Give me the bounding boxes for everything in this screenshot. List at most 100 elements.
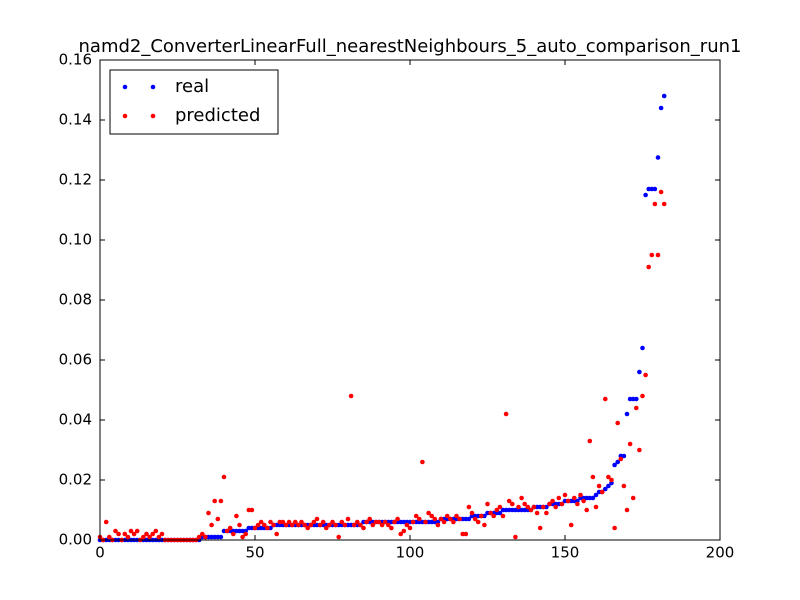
point <box>454 513 459 519</box>
point <box>196 534 202 540</box>
legend-marker <box>150 113 156 119</box>
point <box>547 501 552 507</box>
point <box>215 516 221 522</box>
point <box>116 531 121 537</box>
point <box>624 507 630 513</box>
point <box>330 519 335 525</box>
y-tick-label: 0.12 <box>59 171 92 189</box>
point <box>125 534 131 540</box>
point <box>593 504 599 510</box>
point <box>243 531 248 537</box>
x-tick-label: 100 <box>396 544 425 562</box>
point <box>565 498 571 504</box>
point <box>652 201 658 207</box>
plot-frame <box>99 59 721 541</box>
point <box>615 459 620 465</box>
legend-label: real <box>175 76 209 97</box>
point <box>640 345 645 351</box>
legend-marker <box>150 84 156 90</box>
point <box>500 513 506 519</box>
point <box>441 519 447 525</box>
point <box>420 459 425 465</box>
point <box>553 504 558 510</box>
point <box>262 522 267 528</box>
point <box>339 519 345 525</box>
point <box>293 519 298 525</box>
point <box>379 522 385 528</box>
legend-frame <box>109 69 279 135</box>
point <box>494 507 500 513</box>
point <box>497 510 503 516</box>
point <box>103 519 109 525</box>
point <box>128 528 134 534</box>
point <box>268 519 273 525</box>
point <box>351 522 357 528</box>
point <box>544 510 549 516</box>
point <box>283 522 289 528</box>
point <box>237 522 242 528</box>
point <box>122 531 128 537</box>
point <box>485 501 490 507</box>
x-tick-label: 0 <box>95 544 105 562</box>
point <box>113 528 118 534</box>
point <box>317 522 323 528</box>
point <box>289 522 295 528</box>
point <box>643 372 648 378</box>
point <box>271 522 276 528</box>
point <box>615 420 620 426</box>
point <box>516 504 521 510</box>
point <box>572 495 577 501</box>
point <box>457 516 462 522</box>
point <box>361 525 366 531</box>
point <box>593 492 599 498</box>
point <box>265 525 270 531</box>
point <box>506 498 512 504</box>
point <box>479 513 484 519</box>
point <box>550 498 555 504</box>
point <box>200 531 205 537</box>
point <box>274 531 280 537</box>
point <box>156 534 162 540</box>
y-tick-label: 0.04 <box>59 411 92 429</box>
point <box>556 495 562 501</box>
point <box>432 516 438 522</box>
point <box>141 534 146 540</box>
point <box>463 531 469 537</box>
point <box>327 522 332 528</box>
point <box>630 495 636 501</box>
point <box>203 534 208 540</box>
point <box>444 513 450 519</box>
point <box>320 519 326 525</box>
point <box>147 534 152 540</box>
point <box>503 411 509 417</box>
point <box>209 522 214 528</box>
point <box>286 519 292 525</box>
point <box>627 441 633 447</box>
point <box>364 519 369 525</box>
point <box>531 504 537 510</box>
y-tick-label: 0.14 <box>59 111 92 129</box>
point <box>212 498 217 504</box>
point <box>491 513 497 519</box>
point <box>311 519 317 525</box>
point <box>324 525 329 531</box>
point <box>624 411 630 417</box>
point <box>537 525 543 531</box>
point <box>153 528 159 534</box>
point <box>255 522 261 528</box>
point <box>466 516 472 522</box>
point <box>144 531 149 537</box>
point <box>302 522 307 528</box>
y-tick-label: 0.10 <box>59 231 92 249</box>
point <box>581 498 586 504</box>
point <box>603 396 608 402</box>
point <box>497 504 503 510</box>
point <box>472 516 478 522</box>
y-tick-label: 0.08 <box>59 291 92 309</box>
point <box>218 534 224 540</box>
point <box>525 504 531 510</box>
point <box>469 510 475 516</box>
point <box>528 507 534 513</box>
point <box>407 525 413 531</box>
